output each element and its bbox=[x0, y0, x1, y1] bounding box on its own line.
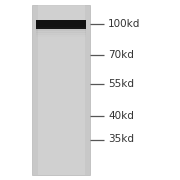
Bar bbox=[36, 27, 86, 31]
Bar bbox=[38, 5, 85, 175]
Text: 100kd: 100kd bbox=[108, 19, 140, 29]
Text: 40kd: 40kd bbox=[108, 111, 134, 121]
Text: 55kd: 55kd bbox=[108, 79, 134, 89]
Text: 70kd: 70kd bbox=[108, 50, 134, 60]
Bar bbox=[36, 20, 86, 29]
Text: 35kd: 35kd bbox=[108, 134, 134, 145]
Bar bbox=[36, 32, 86, 35]
Bar bbox=[36, 34, 86, 37]
Bar bbox=[36, 30, 86, 33]
Bar bbox=[32, 5, 90, 175]
